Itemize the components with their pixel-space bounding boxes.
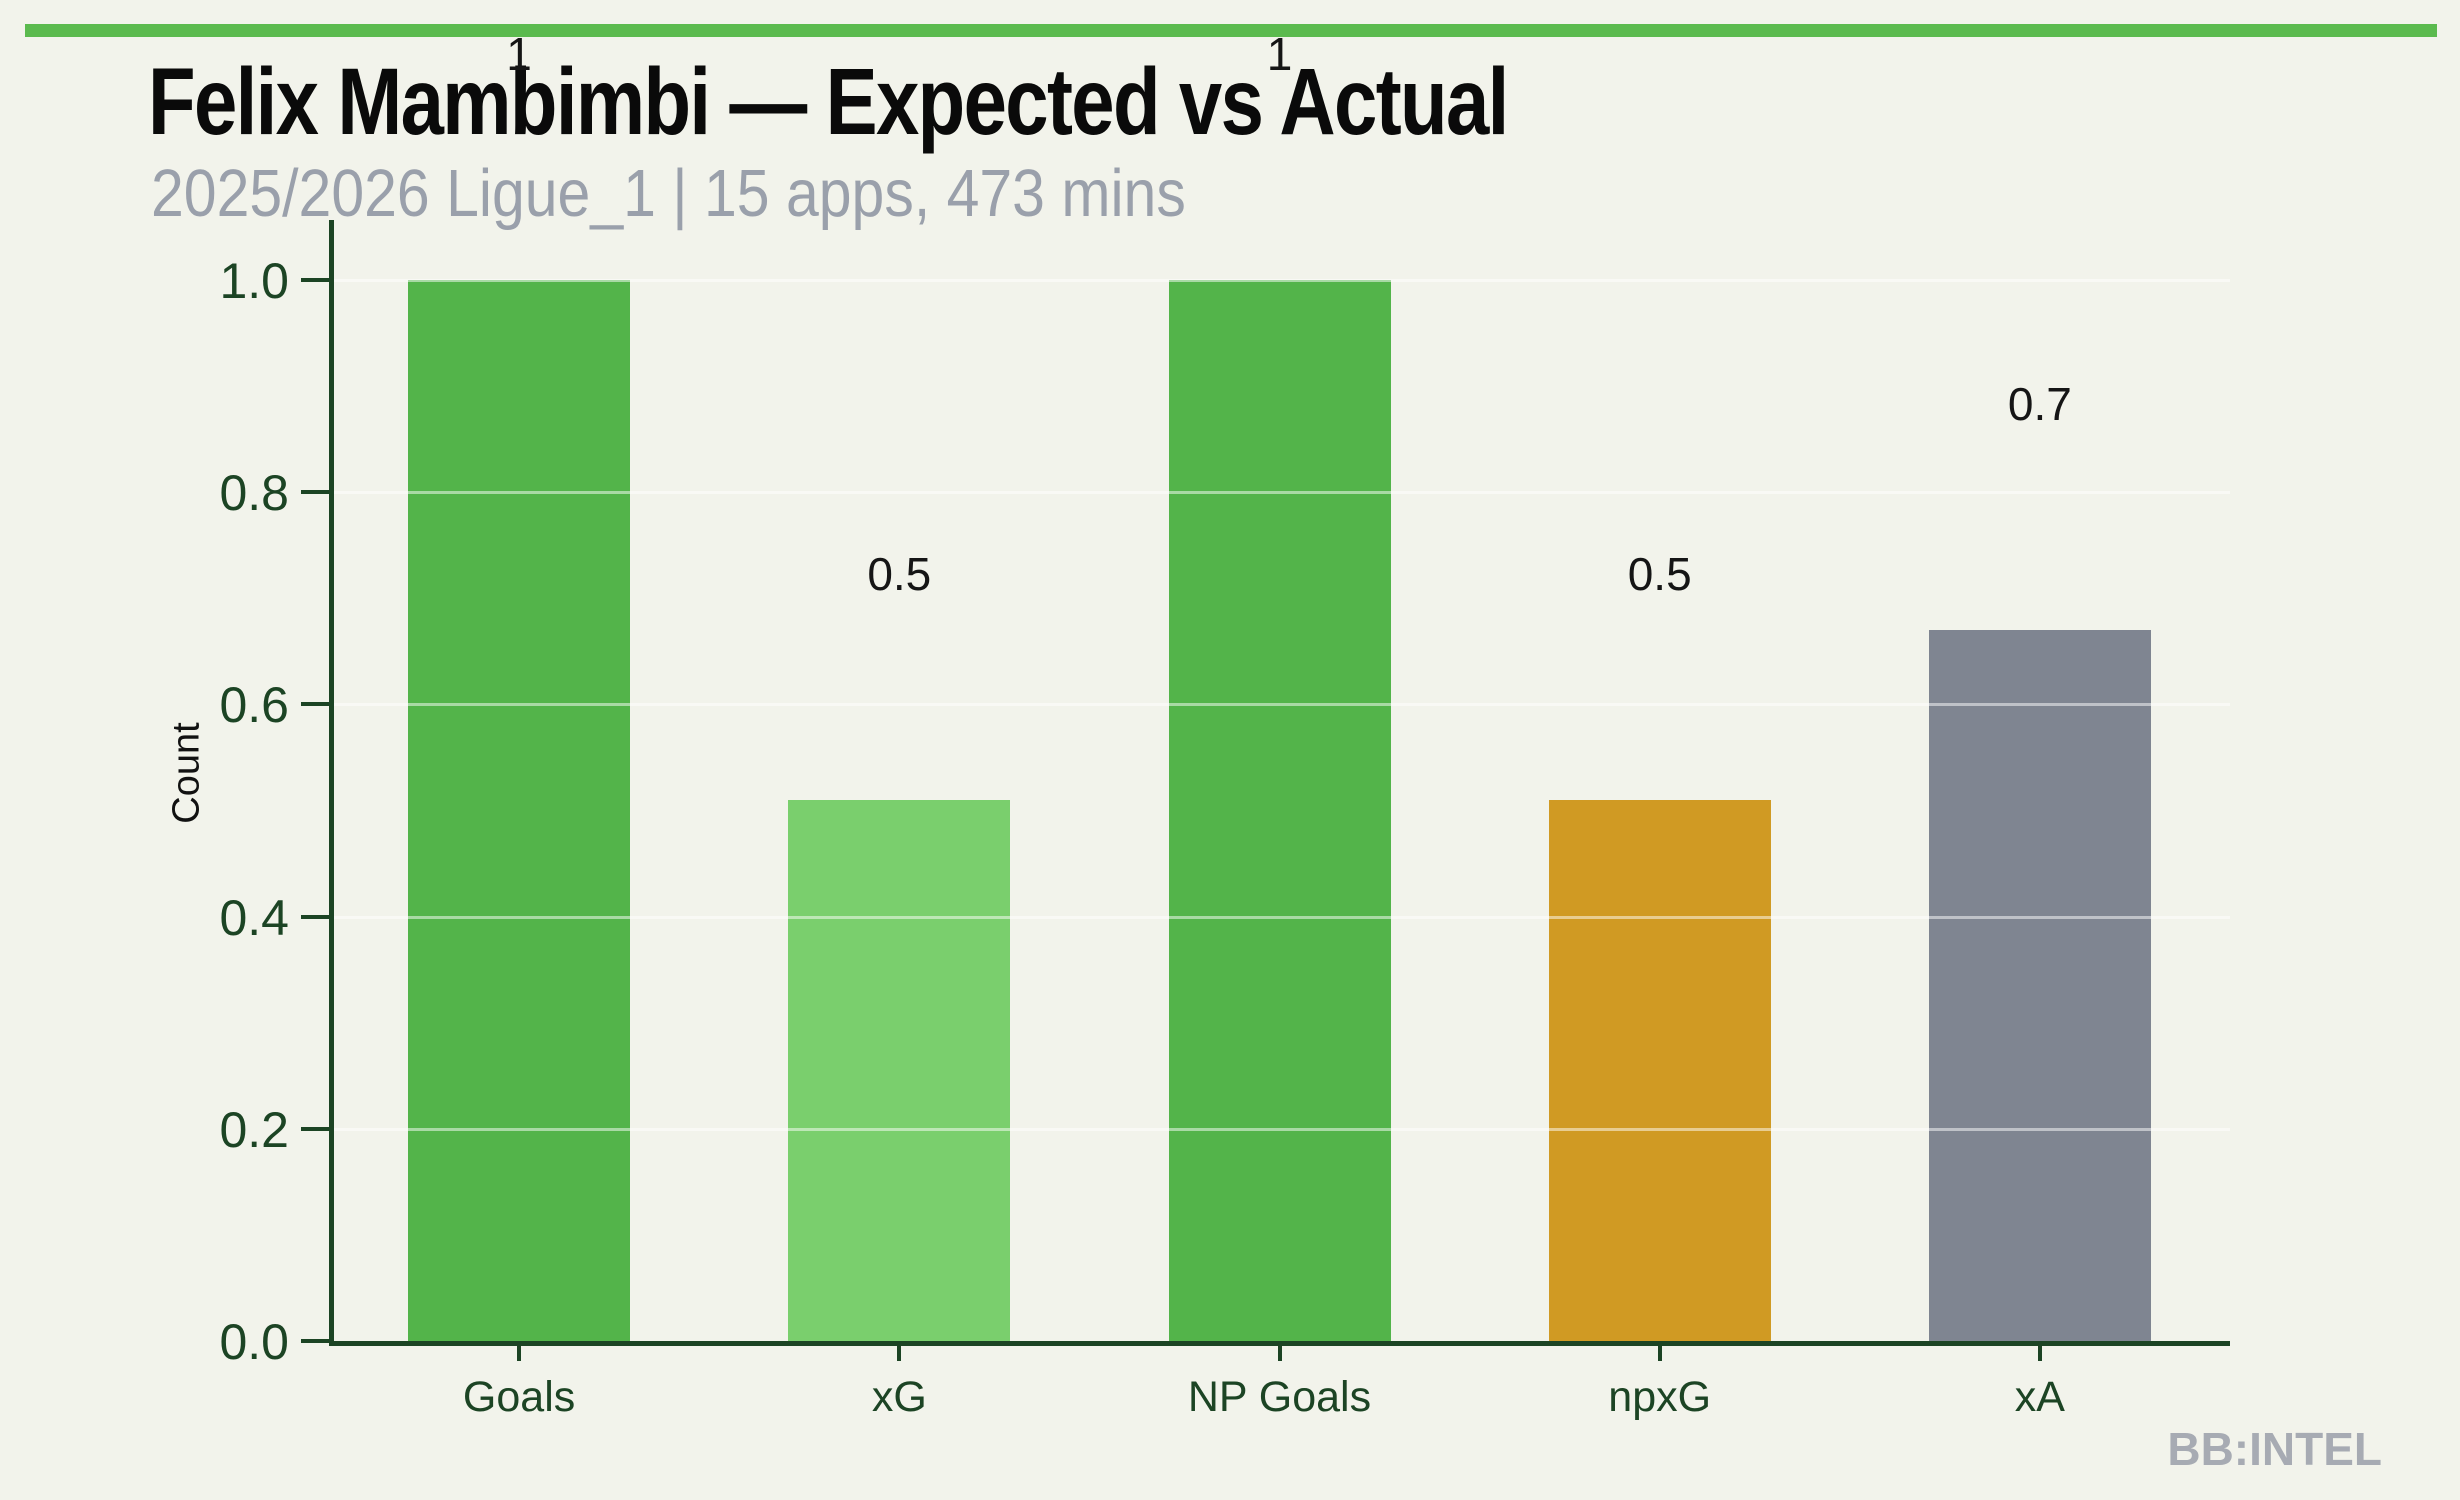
x-tick-label-goals: Goals (462, 1373, 576, 1421)
brand-watermark: BB:INTEL (2167, 1423, 2382, 1475)
bar-value-label-xa: 0.7 (2007, 378, 2072, 431)
x-axis-spine (329, 1341, 2230, 1346)
y-tick-mark-0.0 (301, 1339, 329, 1343)
x-tick-label-xg: xG (871, 1373, 927, 1421)
bar-value-label-npxg: 0.5 (1627, 547, 1692, 600)
bar-np-goals (1168, 280, 1391, 1341)
bar-value-label-goals: 1 (506, 28, 532, 80)
bar-xa (1928, 630, 2151, 1341)
bar-goals (408, 280, 631, 1341)
bar-npxg (1548, 799, 1771, 1341)
top-accent-bar (25, 24, 2437, 37)
y-tick-label-0.6: 0.6 (219, 677, 289, 734)
y-tick-mark-0.2 (301, 1126, 329, 1131)
gridline-0.8 (329, 491, 2230, 495)
chart-subtitle: 2025/2026 Ligue_1 | 15 apps, 473 mins (151, 156, 1186, 231)
y-tick-mark-1.0 (301, 278, 329, 282)
y-tick-label-0.4: 0.4 (219, 889, 289, 946)
gridline-1.0 (329, 279, 2230, 282)
gridline-0.2 (329, 1127, 2230, 1131)
y-tick-label-0.0: 0.0 (219, 1314, 289, 1370)
gridline-0.4 (329, 915, 2230, 919)
x-tick-mark-np-goals (1277, 1346, 1282, 1361)
y-tick-mark-0.8 (301, 490, 329, 495)
y-tick-label-0.8: 0.8 (219, 465, 289, 522)
y-tick-mark-0.4 (301, 914, 329, 919)
x-tick-label-xa: xA (2014, 1373, 2065, 1421)
chart-title: Felix Mambimbi — Expected vs Actual (148, 49, 1509, 155)
gridline-0.6 (329, 703, 2230, 707)
y-axis-label: Count (165, 722, 208, 824)
y-tick-mark-0.6 (301, 702, 329, 707)
y-tick-label-1.0: 1.0 (219, 253, 289, 309)
bar-xg (788, 799, 1011, 1341)
x-tick-label-np-goals: NP Goals (1187, 1373, 1372, 1421)
x-tick-label-npxg: npxG (1608, 1373, 1712, 1421)
x-tick-mark-xa (2037, 1346, 2042, 1361)
x-tick-mark-goals (517, 1346, 522, 1361)
x-tick-mark-npxg (1657, 1346, 1662, 1361)
y-tick-label-0.2: 0.2 (219, 1101, 289, 1158)
x-tick-mark-xg (897, 1346, 902, 1361)
bar-value-label-np-goals: 1 (1266, 28, 1293, 80)
bar-value-label-xg: 0.5 (867, 547, 932, 600)
y-axis-spine (329, 220, 334, 1346)
